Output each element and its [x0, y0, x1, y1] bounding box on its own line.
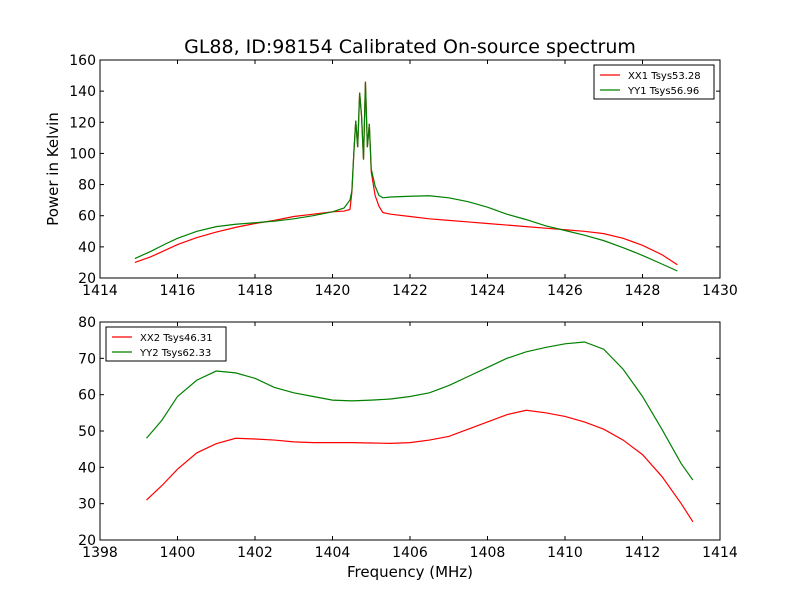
legend: XX1 Tsys53.28 YY1 Tsys56.96: [593, 64, 715, 100]
y-tick-label: 60: [78, 209, 96, 225]
series-line-1-2: [134, 81, 678, 272]
y-tick-label: 50: [78, 424, 96, 440]
x-tick-label: 1406: [392, 545, 428, 561]
x-tick-label: 1414: [82, 283, 118, 299]
x-tick-label: 1404: [315, 545, 351, 561]
chart-title: GL88, ID:98154 Calibrated On-source spec…: [184, 36, 636, 58]
x-tick-label: 1408: [470, 545, 506, 561]
y-tick-label: 120: [69, 115, 96, 131]
plots-container: 1414 1416 1418 1420 1422 1424 1426 1428 1430 20 40…: [44, 53, 738, 581]
y-tick-label: 60: [78, 388, 96, 404]
x-axis-label: Frequency (MHz): [347, 563, 473, 581]
legend-label: XX2 Tsys46.31: [140, 333, 213, 344]
x-tick-label: 1398: [82, 545, 118, 561]
y-tick-label: 100: [69, 146, 96, 162]
x-tick-label: 1414: [702, 545, 738, 561]
x-tick-label: 1428: [625, 283, 661, 299]
x-tick-label: 1426: [547, 283, 583, 299]
legend: XX2 Tsys46.31 YY2 Tsys62.33: [105, 326, 227, 362]
legend-label: XX1 Tsys53.28: [628, 71, 701, 82]
legend-box: [105, 326, 227, 362]
x-tick-label: 1410: [547, 545, 583, 561]
x-tick-label: 1400: [160, 545, 196, 561]
y-tick-label: 20: [78, 271, 96, 287]
y-tick-label: 80: [78, 315, 96, 331]
y-tick-label: 40: [78, 460, 96, 476]
legend-label: YY1 Tsys56.96: [627, 86, 699, 97]
x-tick-label: 1420: [315, 283, 351, 299]
x-tick-label: 1418: [237, 283, 273, 299]
series-line-2-1: [146, 409, 694, 523]
y-axis-label: Power in Kelvin: [44, 112, 62, 226]
y-tick-label: 30: [78, 497, 96, 513]
y-tick-label: 40: [78, 240, 96, 256]
x-tick-label: 1430: [702, 283, 738, 299]
x-tick-label: 1416: [160, 283, 196, 299]
x-tick-label: 1424: [470, 283, 506, 299]
y-tick-label: 20: [78, 533, 96, 549]
x-tick-label: 1412: [625, 545, 661, 561]
legend-box: [593, 64, 715, 100]
x-tick-label: 1402: [237, 545, 273, 561]
y-tick-label: 160: [69, 53, 96, 69]
series-line-2-2: [146, 341, 694, 481]
plot-2: 1398 1400 1402 1404 1406 1408 1410 1412 1414 20 30…: [78, 315, 738, 581]
y-tick-label: 70: [78, 351, 96, 367]
plot-1: 1414 1416 1418 1420 1422 1424 1426 1428 1430 20 40…: [44, 53, 738, 299]
y-tick-label: 140: [69, 84, 96, 100]
legend-label: YY2 Tsys62.33: [139, 348, 211, 359]
x-tick-label: 1422: [392, 283, 428, 299]
y-tick-label: 80: [78, 178, 96, 194]
